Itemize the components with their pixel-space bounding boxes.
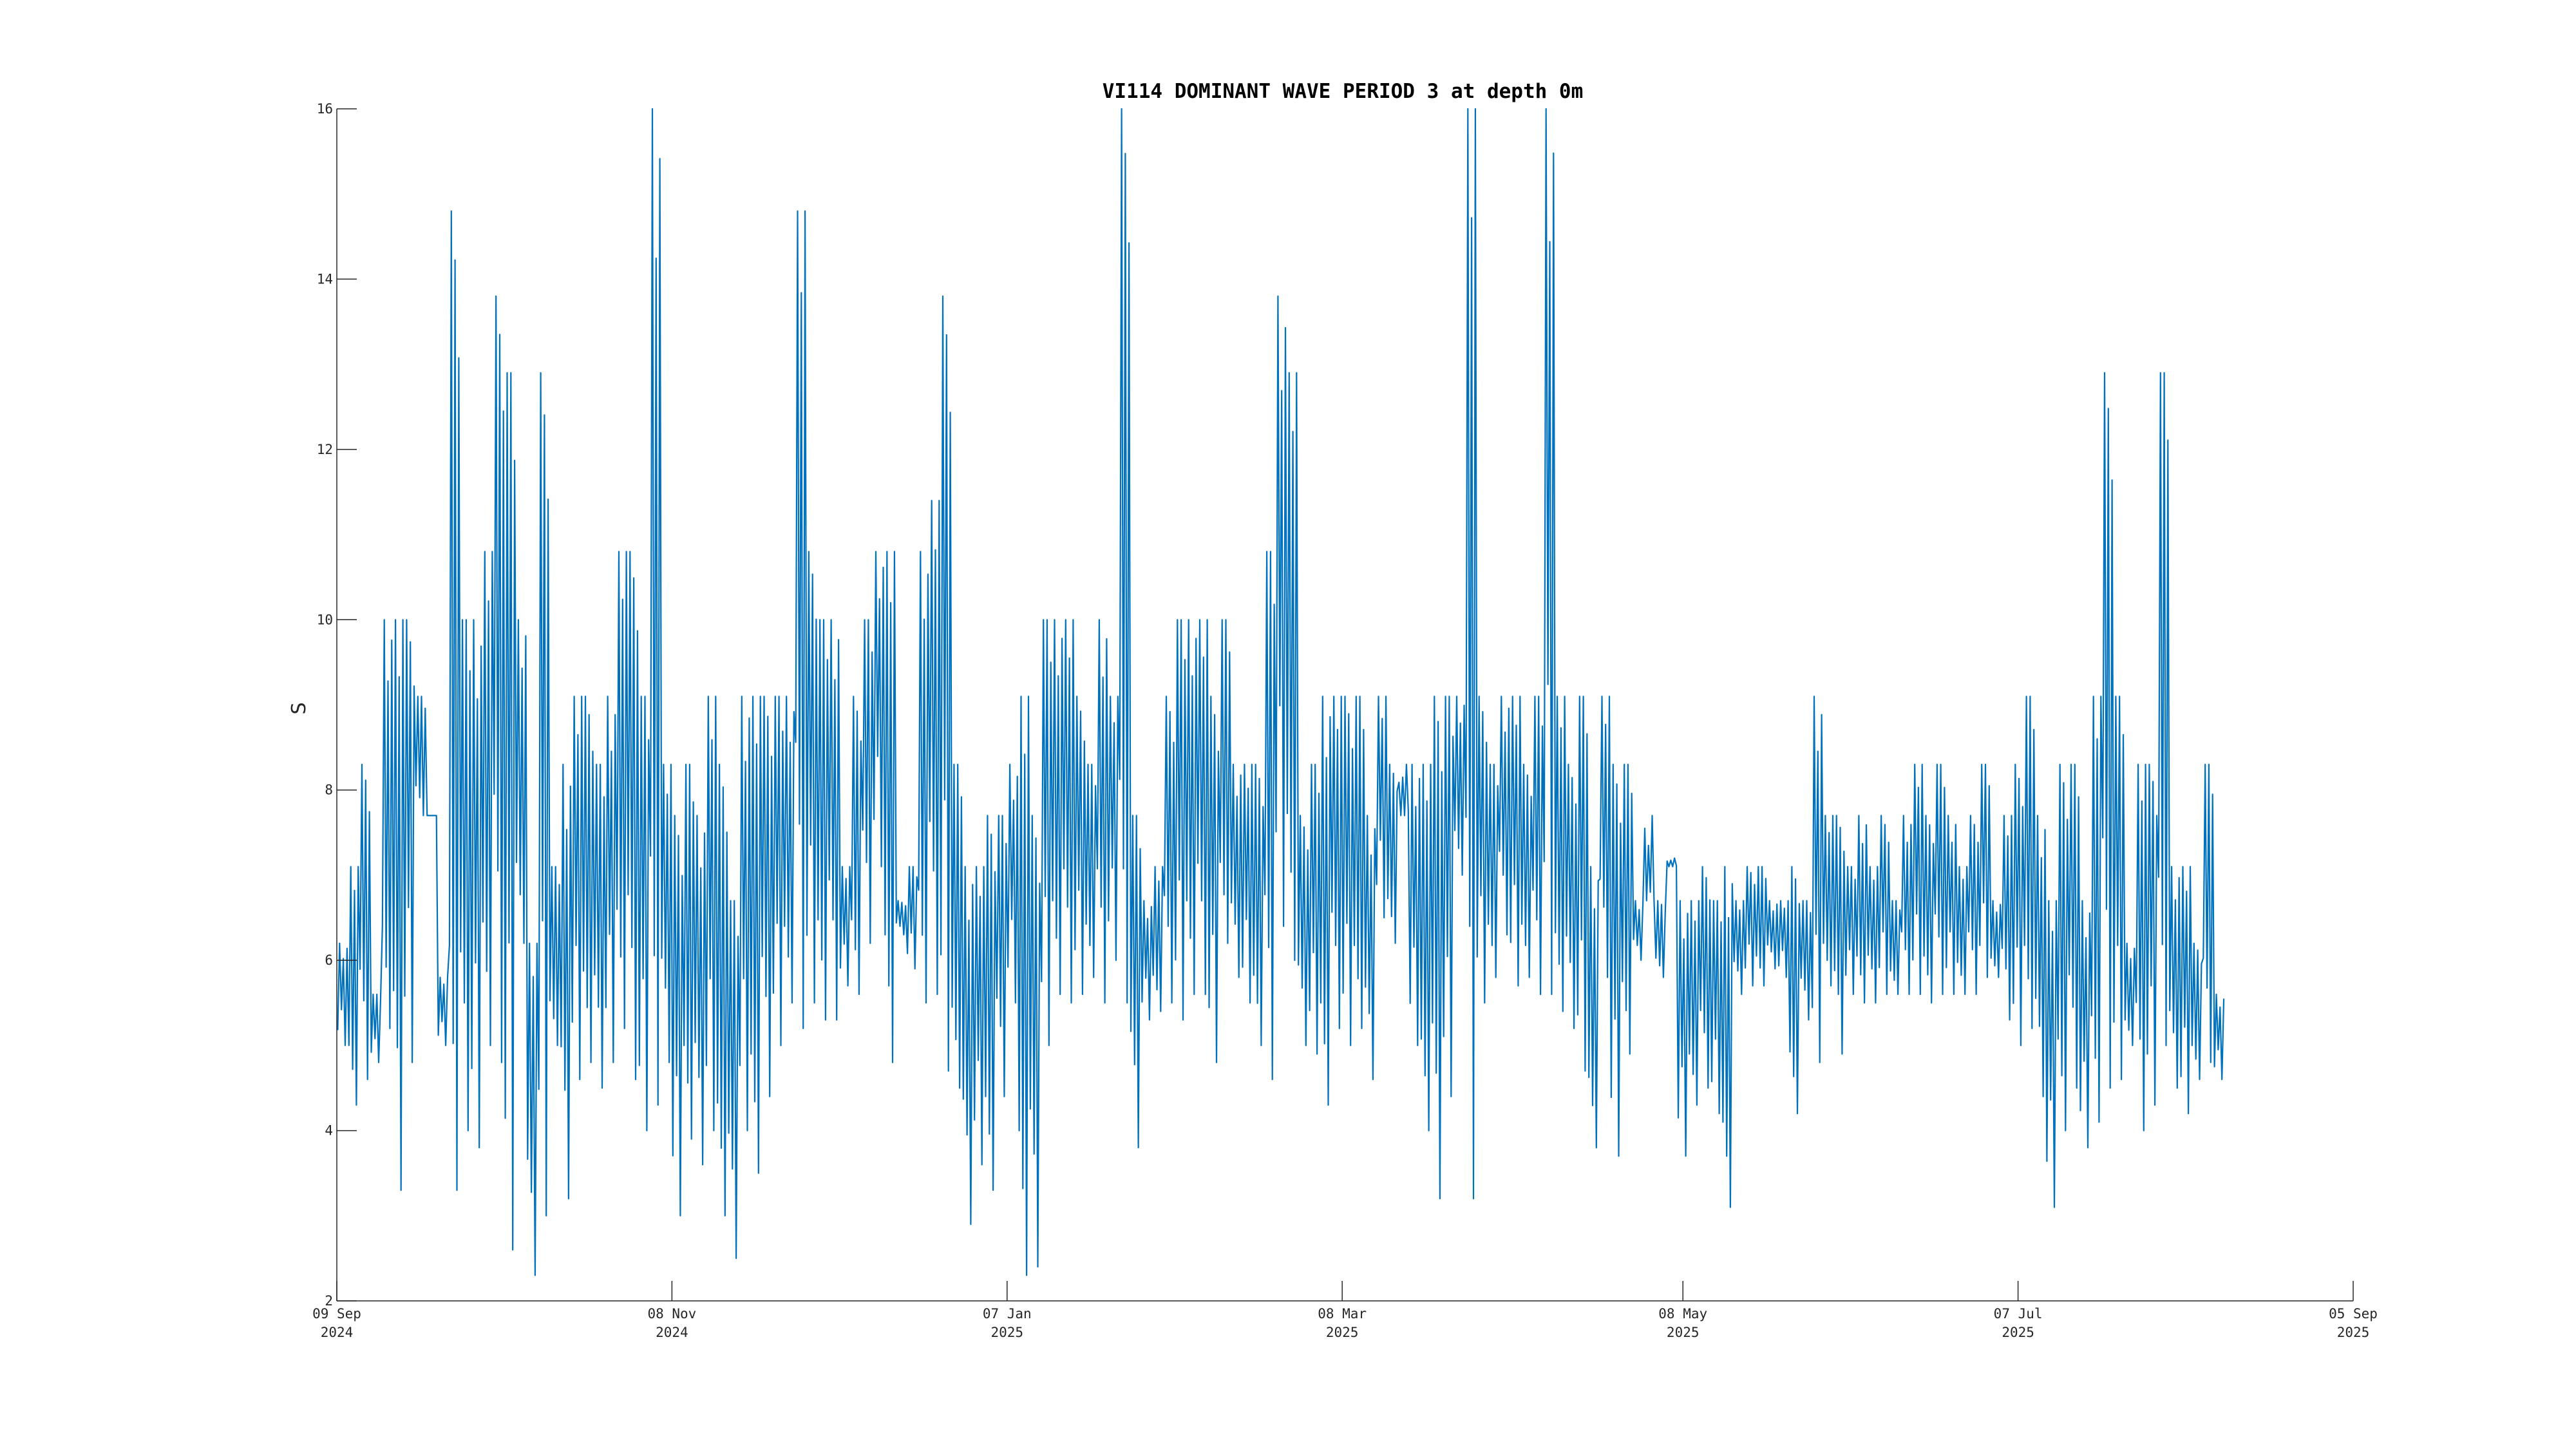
y-tick-label: 4 xyxy=(325,1123,333,1139)
series-line xyxy=(337,108,2225,1276)
x-tick-label: 07 Jan xyxy=(983,1306,1032,1321)
y-tick-label: 6 xyxy=(325,952,333,968)
x-tick-label-year: 2025 xyxy=(990,1325,1023,1340)
chart-title: VI114 DOMINANT WAVE PERIOD 3 at depth 0m xyxy=(1103,80,1584,103)
x-tick-label: 08 Nov xyxy=(647,1306,696,1321)
x-tick-label: 07 Jul xyxy=(1994,1306,2043,1321)
x-axis: 09 Sep 2024 08 Nov 2024 07 Jan 2025 08 Mar 2025… xyxy=(312,1281,2378,1340)
x-tick-label-year: 2024 xyxy=(656,1325,688,1340)
x-tick-label-year: 2025 xyxy=(2337,1325,2370,1340)
y-tick-label: 12 xyxy=(317,442,333,457)
x-tick-label: 09 Sep xyxy=(312,1306,361,1321)
x-tick-label-year: 2025 xyxy=(1326,1325,1359,1340)
x-tick-label: 08 May xyxy=(1658,1306,1707,1321)
y-tick-label: 8 xyxy=(325,782,333,798)
y-tick-label: 16 xyxy=(317,101,333,117)
x-tick-label: 05 Sep xyxy=(2329,1306,2378,1321)
plot-area xyxy=(337,108,2225,1276)
y-tick-label: 14 xyxy=(317,271,333,287)
x-tick-label-year: 2025 xyxy=(1667,1325,1700,1340)
y-axis-label: S xyxy=(288,702,310,714)
y-tick-label: 2 xyxy=(325,1293,333,1309)
x-tick-label-year: 2024 xyxy=(321,1325,354,1340)
x-tick-label: 08 Mar xyxy=(1318,1306,1367,1321)
y-axis: 2 4 6 8 10 12 14 16 xyxy=(317,101,357,1309)
y-tick-label: 10 xyxy=(317,612,333,627)
x-tick-label-year: 2025 xyxy=(2002,1325,2034,1340)
